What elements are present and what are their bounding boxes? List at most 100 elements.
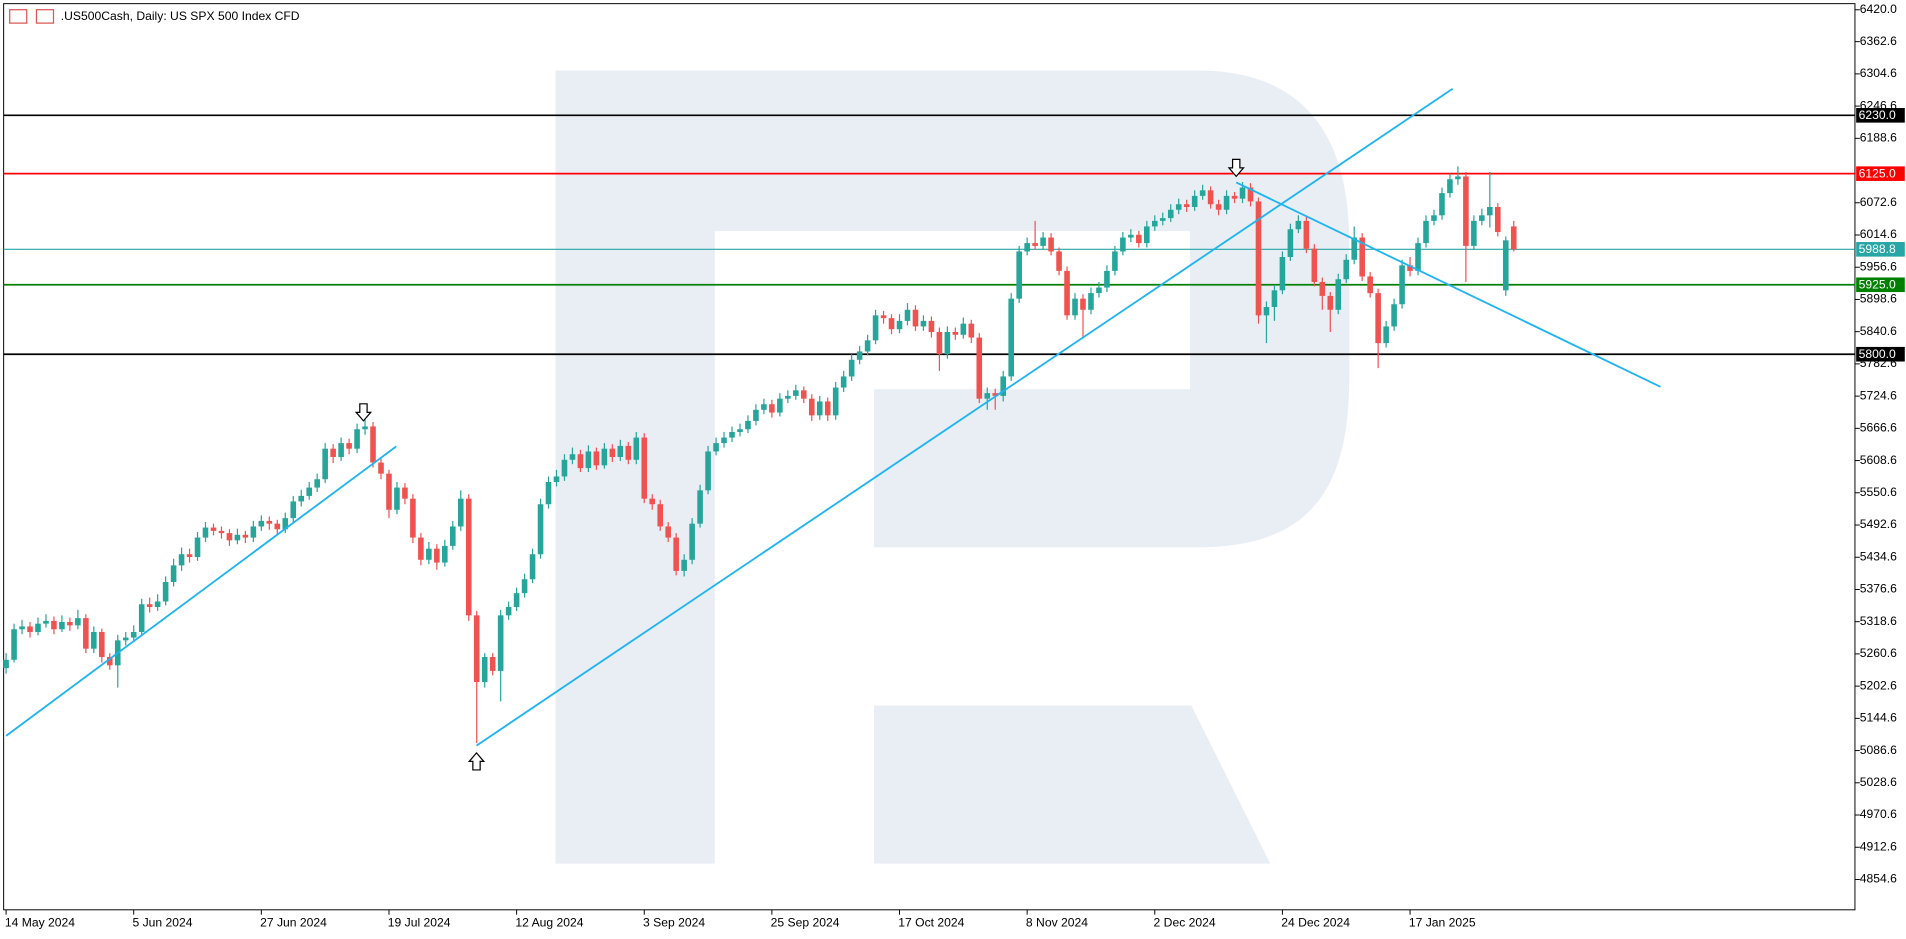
candle-body (785, 395, 791, 399)
candle-body (944, 331, 951, 355)
arrows (354, 158, 1245, 771)
candle-body (561, 459, 568, 477)
level-label-box (1856, 346, 1905, 362)
candle-body (394, 487, 400, 510)
candle-body (872, 315, 879, 341)
candle-body (426, 548, 432, 560)
candle-body (816, 401, 823, 416)
candle-body (67, 622, 73, 626)
candle-body (904, 309, 911, 321)
y-tick-label: 5550.6 (1860, 485, 1897, 499)
candle-body (1471, 220, 1477, 246)
candle-body (1032, 243, 1038, 246)
x-tick-label: 14 May 2024 (5, 915, 75, 929)
y-tick-label: 5492.6 (1860, 517, 1897, 531)
candle-body (617, 445, 624, 458)
x-tick-label: 19 Jul 2024 (388, 915, 451, 929)
candle-body (218, 530, 225, 534)
candle-body (761, 404, 767, 410)
candle-body (585, 451, 592, 469)
candle-body (753, 409, 759, 421)
candle-body (1447, 179, 1453, 194)
candle-body (481, 657, 488, 683)
icon[interactable] (9, 9, 28, 24)
candle-body (130, 632, 137, 638)
y-tick-label: 5898.6 (1860, 292, 1897, 306)
candle-body (1056, 251, 1062, 271)
candle-body (745, 420, 751, 430)
candle-body (1335, 279, 1342, 310)
trend-lines (5, 88, 1661, 747)
y-tick-label: 5724.6 (1860, 388, 1897, 402)
candle-body (1064, 270, 1070, 316)
candle-body (1183, 204, 1190, 207)
candle-body (529, 554, 536, 580)
chart-title: .US500Cash, Daily: US SPX 500 Index CFD (61, 9, 300, 23)
x-tick-label: 17 Oct 2024 (898, 915, 964, 929)
watermark-r (555, 70, 1350, 864)
candle-body (976, 337, 983, 399)
y-tick-label: 6014.6 (1860, 227, 1897, 241)
y-tick-label: 5376.6 (1860, 582, 1897, 596)
candle-body (553, 476, 560, 483)
y-tick-label: 4912.6 (1860, 839, 1897, 853)
candle-body (1231, 195, 1238, 199)
x-tick-label: 3 Sep 2024 (643, 915, 705, 929)
level-label-box (1856, 277, 1905, 293)
candle-body (170, 565, 177, 583)
candle-body (769, 404, 775, 413)
candle-body (912, 309, 919, 327)
candle-body (99, 632, 105, 658)
down-arrow (354, 403, 373, 422)
candles (3, 166, 1517, 744)
x-tick-label: 5 Jun 2024 (132, 915, 192, 929)
candle-body (960, 323, 967, 335)
candle-body (154, 601, 161, 608)
x-tick-label: 17 Jan 2025 (1409, 915, 1476, 929)
candle-body (577, 454, 584, 469)
y-tick-label: 5202.6 (1860, 678, 1897, 692)
candle-body (162, 582, 169, 602)
down-arrow (1227, 158, 1245, 178)
level-label: 6230.0 (1859, 108, 1896, 122)
candle-body (1255, 201, 1262, 316)
candle-body (1415, 243, 1421, 271)
candle-body (657, 504, 663, 527)
candle-body (434, 548, 440, 563)
candle-body (1407, 265, 1413, 271)
candle-body (1439, 193, 1445, 216)
candle-body (1303, 220, 1310, 249)
candle-body (665, 526, 671, 538)
candle-body (59, 622, 65, 630)
y-tick-label: 6362.6 (1860, 34, 1897, 48)
candle-body (1295, 220, 1302, 230)
candle-body (1080, 298, 1086, 310)
candle-body (186, 554, 193, 558)
candle-body (1383, 326, 1389, 344)
candle-body (242, 534, 249, 538)
candle-body (1207, 190, 1214, 205)
candle-body (35, 623, 41, 633)
candle-body (410, 498, 416, 538)
level-label: 5925.0 (1859, 278, 1896, 292)
candle-body (888, 318, 895, 330)
candle-body (386, 473, 392, 510)
candle-body (545, 482, 552, 505)
candle-body (800, 390, 807, 399)
candle-body (609, 448, 616, 458)
level-label-box (1856, 166, 1905, 181)
candle-body (1463, 176, 1469, 246)
x-tick-label: 2 Dec 2024 (1154, 915, 1216, 929)
candle-body (1239, 187, 1246, 199)
candle-body (11, 629, 17, 660)
candle-body (729, 432, 735, 438)
y-tick-label: 6304.6 (1860, 66, 1897, 80)
candle-body (713, 443, 719, 452)
trend-line (475, 88, 1454, 747)
icon[interactable] (35, 9, 55, 24)
y-tick-label: 4854.6 (1860, 872, 1897, 886)
y-tick-label: 5318.6 (1860, 614, 1897, 628)
candle-body (952, 331, 959, 335)
candle-body (1502, 240, 1509, 291)
